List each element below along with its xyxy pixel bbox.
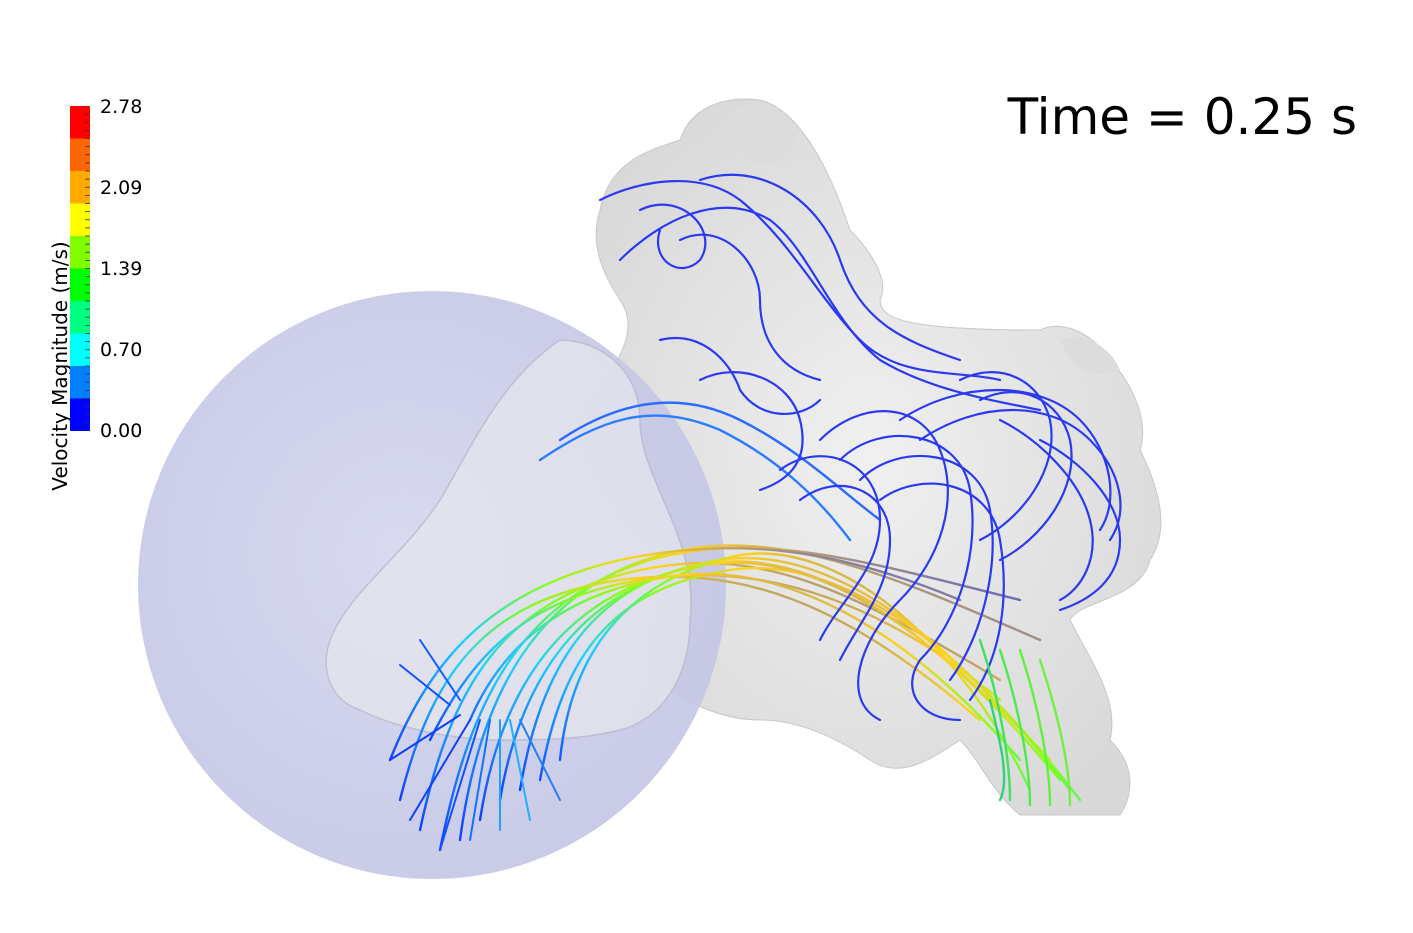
colorbar-tick-min: 0.00 <box>100 420 143 442</box>
colorbar-tick-1-39: 1.39 <box>100 258 143 280</box>
colorbar-tick-max: 2.78 <box>100 96 143 118</box>
colorbar-title: Velocity Magnitude (m/s) <box>48 241 72 491</box>
streamlines-recirculation <box>598 173 1122 722</box>
colorbar-ramp <box>70 106 90 431</box>
streamlines-inflow <box>388 401 1082 852</box>
colorbar-legend: Velocity Magnitude (m/s) 2.78 2.09 1.39 … <box>20 96 180 491</box>
colorbar-tick-2-09: 2.09 <box>100 177 143 199</box>
time-label: Time = 0.25 s <box>1007 88 1357 146</box>
colorbar-tick-0-70: 0.70 <box>100 339 143 361</box>
streamlines-nostril-fan <box>389 639 561 851</box>
streamlines-outlet <box>978 638 1072 807</box>
